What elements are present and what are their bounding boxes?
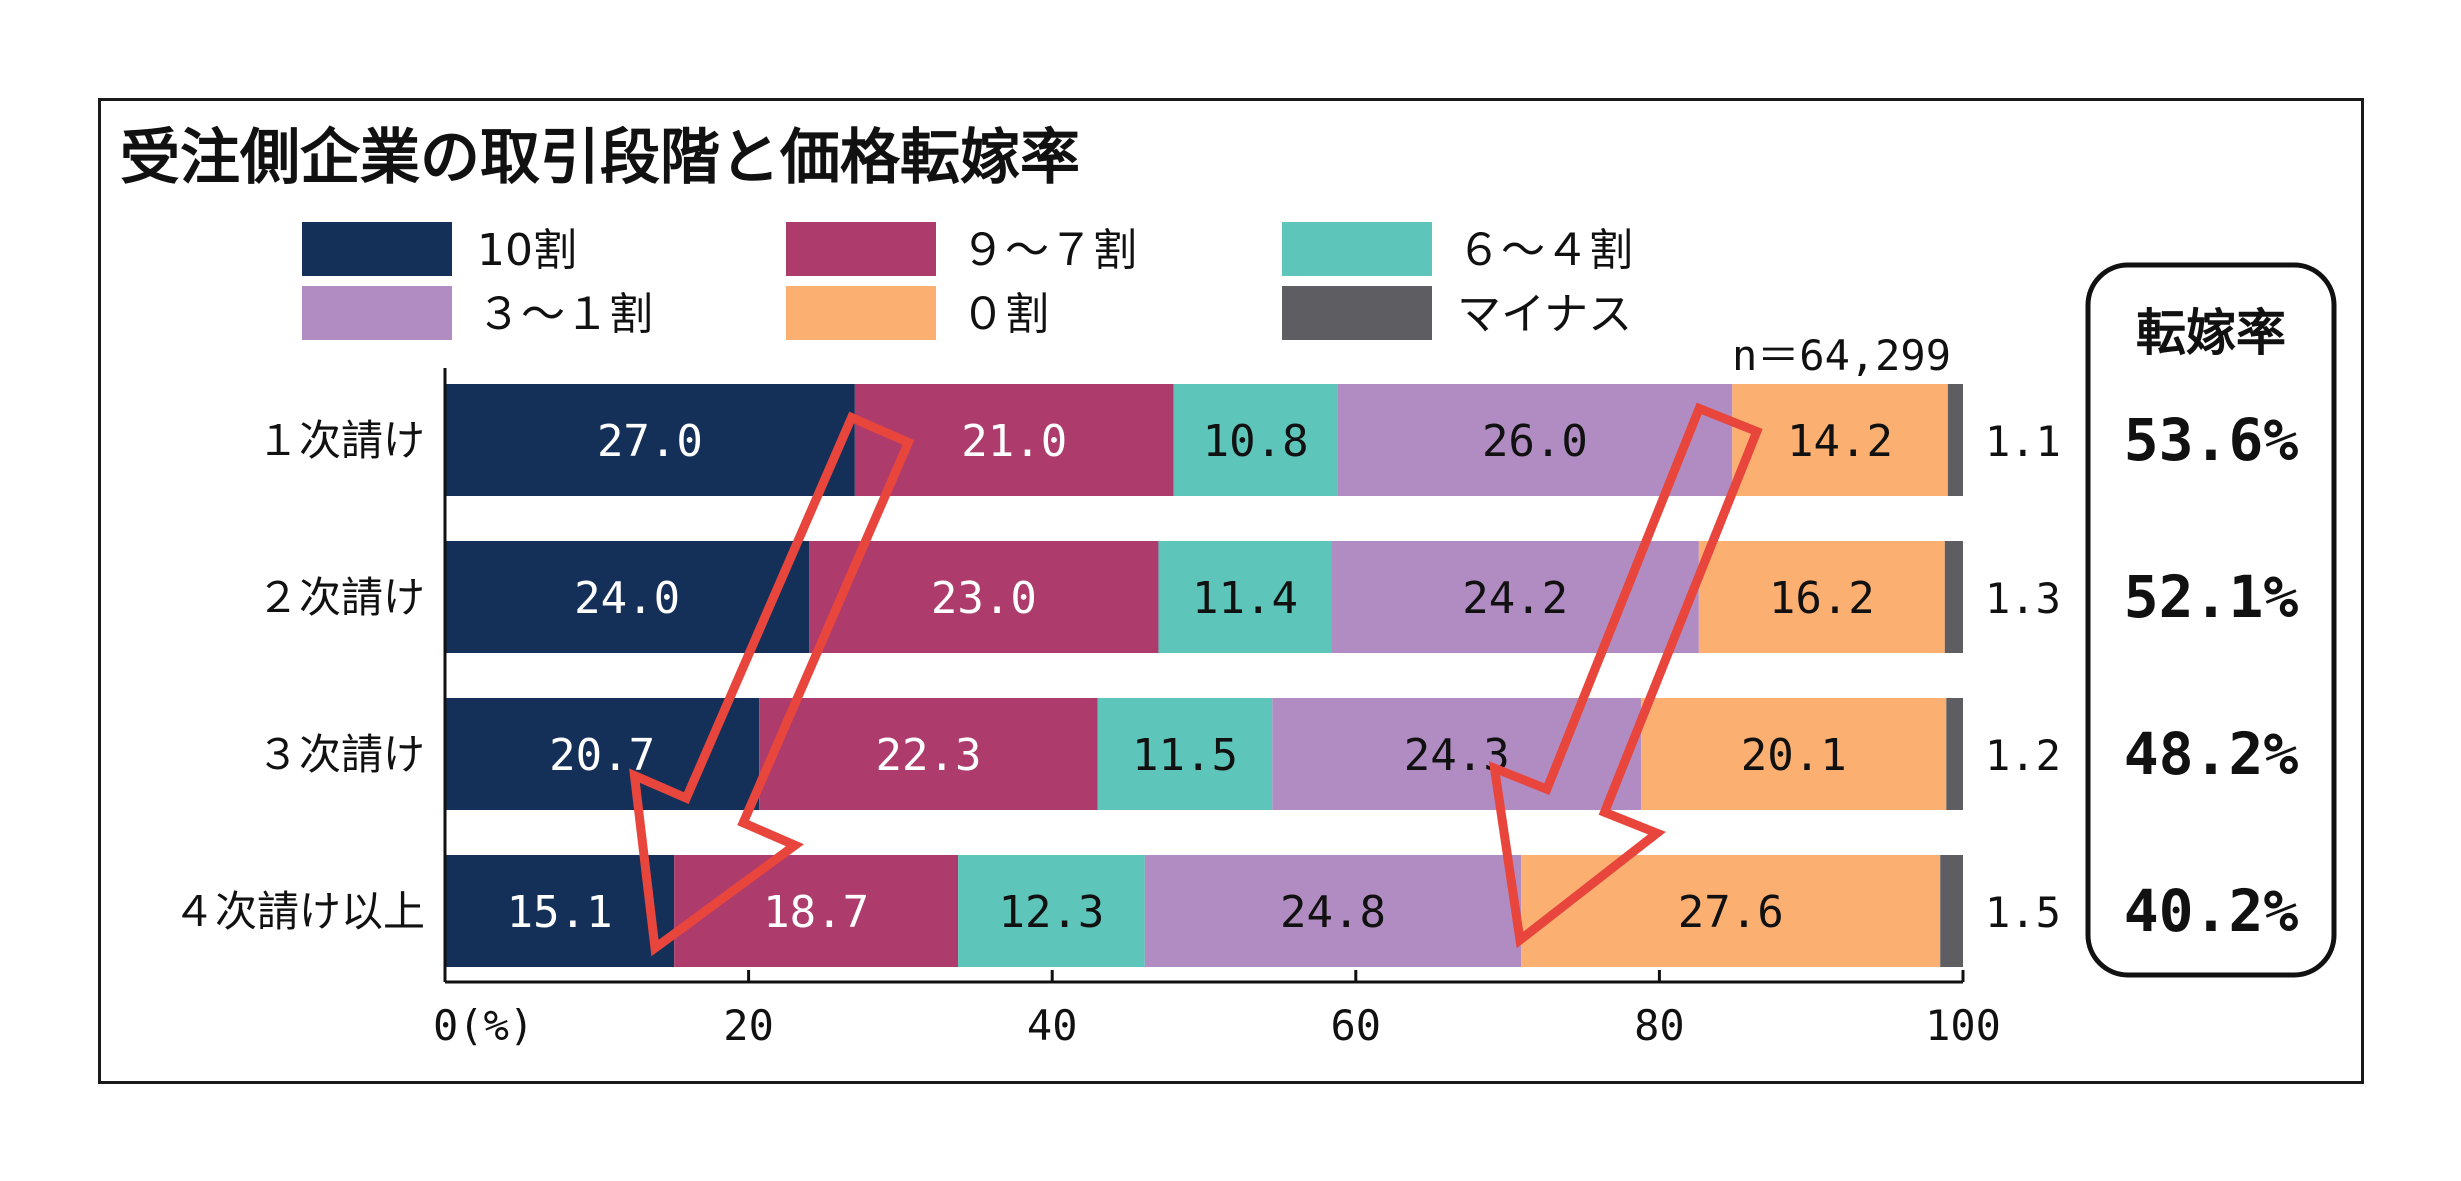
bar-segment	[1158, 541, 1332, 653]
legend-swatch	[786, 222, 936, 276]
chart-title: 受注側企業の取引段階と価格転嫁率	[120, 123, 1080, 193]
data-label: 23.0	[931, 573, 1037, 624]
bar-segment	[445, 384, 855, 496]
pass-through-rate-value: 40.2%	[2124, 877, 2299, 945]
data-label: 18.7	[763, 887, 869, 938]
category-label: ２次請け	[257, 573, 425, 622]
bar-segment	[1337, 384, 1733, 496]
pass-through-rate-title: 転嫁率	[2136, 304, 2286, 362]
data-label: 27.0	[597, 416, 703, 467]
bar-segment	[958, 855, 1145, 967]
pass-through-rate-value: 52.1%	[2124, 563, 2299, 631]
bar-segment	[809, 541, 1159, 653]
bar-segment	[445, 855, 675, 967]
legend-label: ６～４割	[1457, 225, 1633, 276]
bar-segment	[674, 855, 959, 967]
trend-arrows	[629, 402, 1763, 957]
x-tick-label: 80	[1634, 1001, 1685, 1050]
arrow-icon	[1488, 402, 1763, 949]
bar-segment	[1144, 855, 1522, 967]
pass-through-rate-box	[2085, 262, 2337, 978]
data-label: 22.3	[875, 730, 981, 781]
bar-segment	[1173, 384, 1338, 496]
bar-segment	[1732, 384, 1948, 496]
sample-size-label: n＝64,299	[1732, 331, 1951, 380]
pass-through-rate-panel: 転嫁率 53.6% 52.1% 48.2% 40.2%	[2085, 262, 2337, 978]
legend-label: ０割	[961, 289, 1049, 340]
minus-value-label: 1.2	[1985, 731, 2061, 780]
legend-label: ９～７割	[961, 225, 1137, 276]
data-label: 26.0	[1482, 416, 1588, 467]
bar-segment	[1641, 698, 1947, 810]
x-tick-label: 40	[1027, 1001, 1078, 1050]
data-label: 21.0	[961, 416, 1067, 467]
legend-swatch	[786, 286, 936, 340]
minus-value-label: 1.3	[1985, 574, 2061, 623]
data-label: 20.1	[1741, 730, 1847, 781]
legend-label: ３～１割	[477, 289, 653, 340]
bar-segment	[1698, 541, 1945, 653]
data-label: 24.2	[1462, 573, 1568, 624]
bar-segment	[1946, 698, 1963, 810]
x-tick-label: 100	[1925, 1001, 2001, 1050]
bar-segment	[1940, 855, 1963, 967]
bar-segment	[1944, 541, 1963, 653]
bars: １次請け 27.0 21.0 10.8 26.0 14.2 1.1 ２次請け 24.0 23.0 1…	[173, 384, 2061, 967]
x-axis: 0(%) 20 40 60 80 100	[433, 368, 2001, 1050]
legend-swatch	[1282, 286, 1432, 340]
data-label: 15.1	[507, 887, 613, 938]
legend-label: マイナス	[1457, 289, 1632, 340]
legend-label: 10割	[477, 225, 577, 276]
bar-segment	[1947, 384, 1963, 496]
data-label: 14.2	[1787, 416, 1893, 467]
data-label: 11.5	[1132, 730, 1238, 781]
category-label: １次請け	[257, 416, 425, 465]
category-label: ４次請け以上	[173, 887, 425, 936]
chart-frame	[98, 98, 2364, 1084]
x-tick-label: 0(%)	[433, 1001, 534, 1050]
x-tick-label: 60	[1331, 1001, 1382, 1050]
data-label: 11.4	[1192, 573, 1298, 624]
bar-segment	[1521, 855, 1941, 967]
arrow-icon	[629, 411, 915, 957]
minus-value-label: 1.1	[1985, 417, 2061, 466]
legend-swatch	[1282, 222, 1432, 276]
legend-swatch	[302, 286, 452, 340]
x-tick-label: 20	[723, 1001, 774, 1050]
legend: 10割 ９～７割 ６～４割 ３～１割 ０割 マイナス	[302, 222, 1633, 340]
data-label: 24.8	[1280, 887, 1386, 938]
data-label: 10.8	[1203, 416, 1309, 467]
data-label: 24.0	[574, 573, 680, 624]
bar-segment	[759, 698, 1098, 810]
legend-swatch	[302, 222, 452, 276]
pass-through-rate-value: 53.6%	[2124, 406, 2299, 474]
bar-segment	[445, 541, 810, 653]
pass-through-rate-value: 48.2%	[2124, 720, 2299, 788]
category-label: ３次請け	[257, 730, 425, 779]
minus-value-label: 1.5	[1985, 888, 2061, 937]
data-label: 27.6	[1678, 887, 1784, 938]
bar-segment	[1097, 698, 1273, 810]
data-label: 16.2	[1769, 573, 1875, 624]
data-label: 12.3	[998, 887, 1104, 938]
